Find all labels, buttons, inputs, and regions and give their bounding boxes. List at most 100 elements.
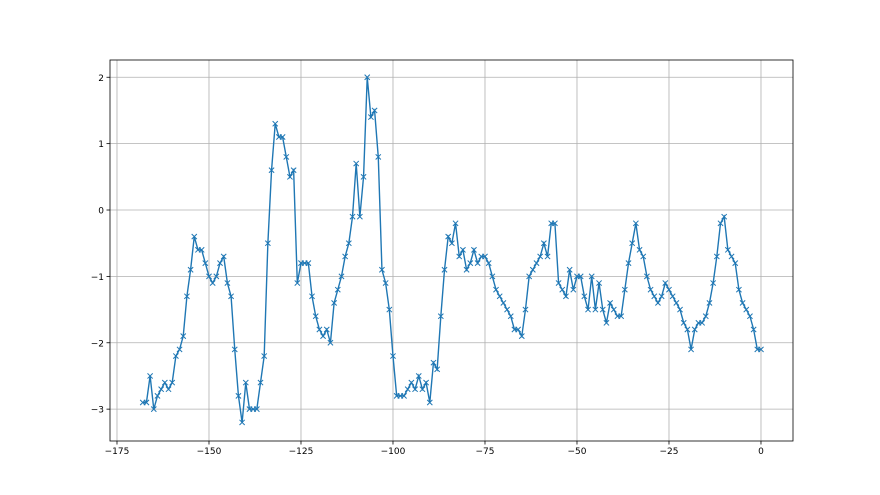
marker [750,326,757,333]
marker [500,299,507,306]
marker [721,213,728,220]
marker [217,260,223,267]
marker [209,280,216,286]
marker [187,266,194,273]
marker [746,313,753,320]
marker [515,326,522,333]
x-tick-label: −25 [659,447,678,457]
marker [183,293,190,300]
marker [669,293,676,300]
marker [349,213,356,220]
marker [305,260,312,267]
marker [735,286,742,293]
marker [220,253,227,260]
marker [699,319,706,326]
marker [507,313,514,320]
marker [559,286,566,293]
marker [540,240,547,247]
marker [161,379,168,386]
marker [493,286,499,293]
marker [636,246,643,253]
marker [603,319,610,326]
marker [390,353,396,359]
marker [283,153,290,160]
x-tick-label: −75 [475,447,494,457]
y-tick-label: 0 [98,207,104,217]
marker [239,419,246,426]
marker [647,286,654,293]
marker [367,114,374,121]
marker [165,386,172,393]
marker [191,233,198,240]
marker [526,273,533,280]
marker [169,379,176,386]
marker [710,280,717,286]
marker [172,353,179,359]
marker [257,379,264,386]
x-tick-label: −100 [381,447,406,457]
marker [150,406,157,413]
marker [213,273,220,280]
marker [430,359,437,366]
marker [684,326,691,333]
marker [658,293,665,300]
marker [467,260,474,267]
marker [562,293,569,300]
marker [688,346,695,353]
marker [596,280,603,286]
marker [654,299,661,306]
marker [342,253,349,260]
marker [474,260,481,267]
marker [426,399,433,406]
marker [353,160,360,167]
marker [371,107,378,114]
marker [401,392,407,399]
marker [662,280,669,286]
marker [570,286,577,293]
marker [316,326,323,333]
marker [323,326,330,333]
y-tick-label: 2 [98,74,104,84]
marker [533,260,540,267]
marker [360,173,367,180]
marker [412,386,419,393]
x-tick-label: −150 [197,447,222,457]
marker [180,333,187,340]
marker [382,280,389,286]
marker [581,293,588,300]
marker [198,246,205,253]
marker [228,293,235,300]
marker [758,346,764,353]
marker [632,220,639,227]
y-tick-label: −3 [91,406,104,416]
x-tick-label: −175 [105,447,130,457]
marker [147,372,154,379]
marker [651,293,658,300]
marker [621,286,628,293]
marker [224,280,231,286]
marker [666,286,672,293]
marker [272,120,279,127]
marker [618,313,625,320]
marker [345,240,352,247]
marker [404,386,411,393]
marker [423,379,430,386]
marker [713,253,720,260]
data-line [142,77,761,423]
marker [504,306,511,313]
marker [294,280,301,286]
marker [544,253,551,260]
marker [673,299,680,306]
marker [680,319,687,326]
marker [441,266,448,273]
x-tick-label: −50 [567,447,586,457]
marker [327,339,334,346]
marker [588,273,595,280]
marker [599,306,606,313]
marker [610,306,617,313]
y-tick-label: 1 [98,140,104,150]
marker [724,246,731,253]
marker [592,306,599,313]
marker [253,406,260,413]
